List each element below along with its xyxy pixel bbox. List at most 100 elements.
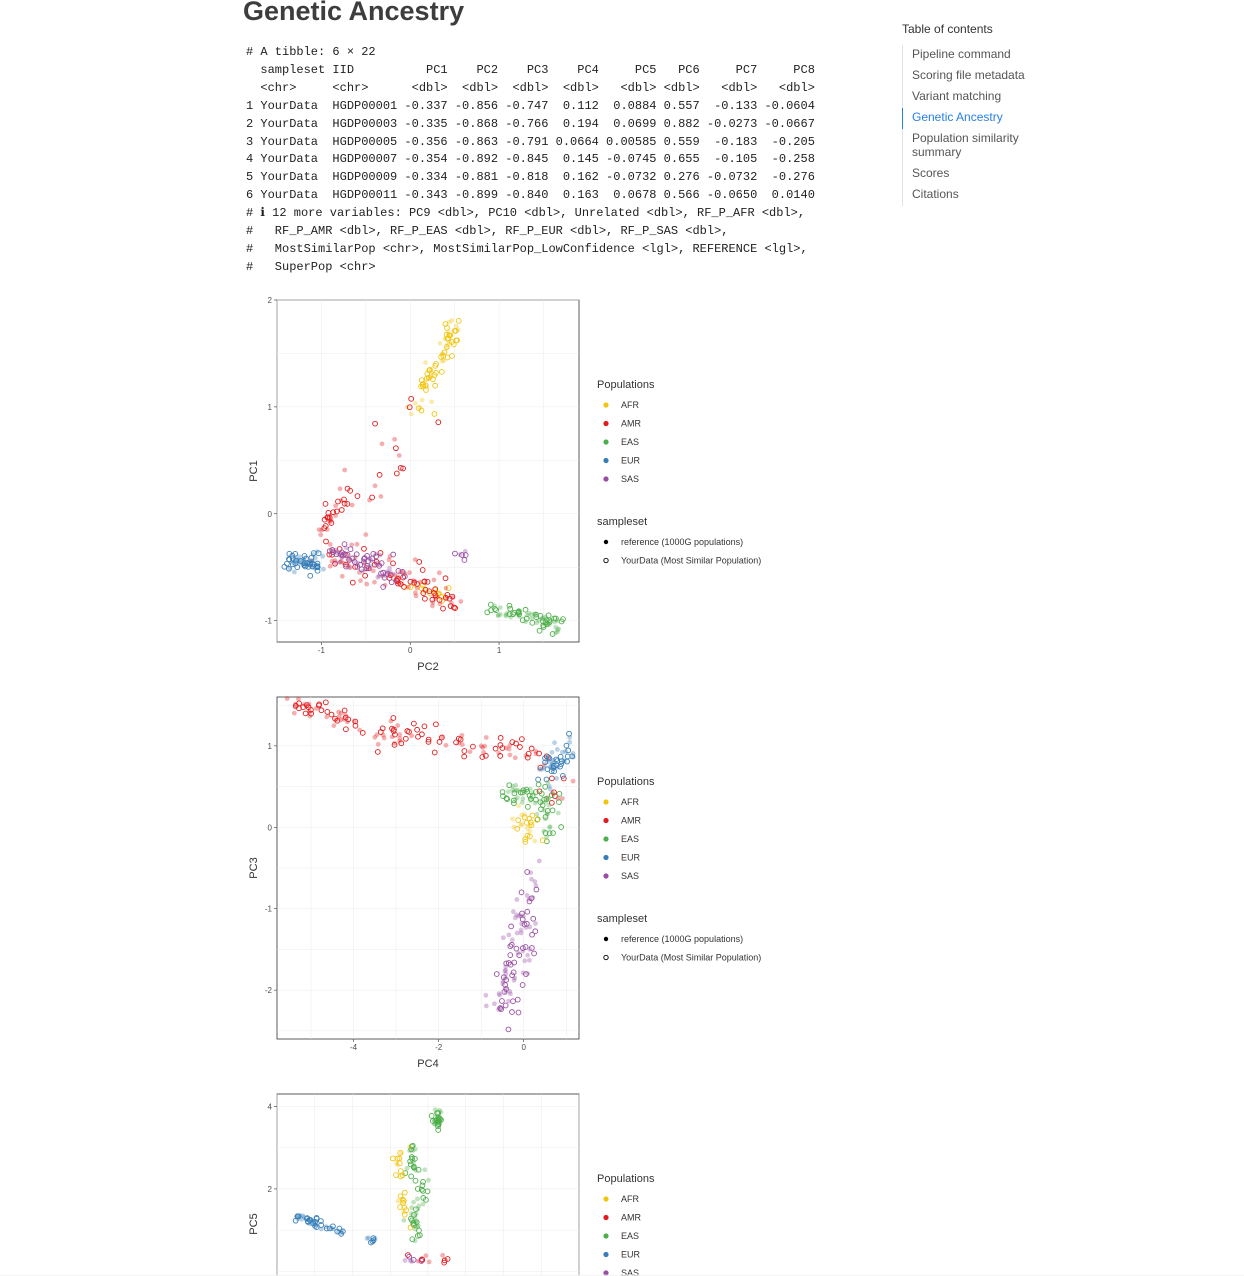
reference-point-amr: [381, 735, 387, 741]
yourdata-point-afr: [418, 383, 424, 390]
yourdata-point-eas: [519, 617, 526, 624]
yourdata-point-eas: [413, 1219, 420, 1225]
yourdata-point-amr: [345, 716, 352, 723]
yourdata-point-amr: [429, 596, 436, 603]
yourdata-point-eas: [511, 800, 517, 807]
reference-point-sas: [506, 998, 511, 1004]
legend-label-eas: EAS: [621, 834, 639, 844]
reference-point-eas: [508, 614, 514, 620]
y-tick-label: 1: [268, 403, 273, 412]
reference-point-afr: [524, 825, 530, 831]
yourdata-point-sas: [507, 943, 514, 950]
legend-label-sas: SAS: [621, 474, 639, 484]
yourdata-point-amr: [330, 509, 337, 516]
tibble-column-types: <chr> <chr> <dbl> <dbl> <dbl> <dbl> <dbl…: [246, 80, 815, 95]
yourdata-point-eas: [492, 606, 498, 612]
yourdata-point-eas: [507, 605, 514, 612]
yourdata-point-eur: [368, 1239, 374, 1246]
toc-item-citations[interactable]: Citations: [912, 187, 959, 201]
reference-point-amr: [467, 749, 473, 755]
toc-item-pipeline-command[interactable]: Pipeline command: [912, 47, 1011, 61]
reference-point-amr: [296, 696, 301, 702]
reference-point-eas: [520, 796, 526, 802]
yourdata-point-amr: [369, 494, 375, 501]
reference-point-sas: [500, 935, 506, 941]
yourdata-point-eas: [408, 1146, 415, 1153]
yourdata-point-amr: [402, 735, 409, 742]
tibble-header-line: # A tibble: 6 × 22: [246, 45, 376, 59]
reference-point-eas: [555, 810, 561, 816]
reference-point-amr: [352, 554, 358, 560]
yourdata-point-eur: [306, 1217, 313, 1223]
tibble-output: # A tibble: 6 × 22 sampleset IID PC1 PC2…: [246, 44, 815, 277]
yourdata-point-eas: [542, 814, 549, 820]
reference-point-sas: [483, 992, 489, 998]
yourdata-point-amr: [415, 733, 421, 740]
pc1-vs-pc2-plot: -1 0 1 -1 0 1 2 PC2 PC1 Populations AFR AMR EAS EUR SA…: [248, 296, 761, 673]
yourdata-point-amr: [322, 501, 329, 507]
yourdata-point-amr: [441, 1259, 448, 1266]
yourdata-point-amr: [457, 736, 464, 743]
toc-item-scores[interactable]: Scores: [912, 166, 950, 180]
yourdata-point-afr: [430, 376, 436, 383]
reference-point-afr: [453, 323, 459, 329]
reference-point-eas: [407, 1148, 413, 1154]
yourdata-point-eur: [295, 1213, 302, 1220]
reference-point-amr: [396, 453, 402, 458]
legend-label-yourdata: YourData (Most Similar Population): [621, 556, 761, 566]
reference-point-amr: [440, 1252, 446, 1258]
reference-point-afr: [395, 1198, 401, 1204]
yourdata-point-eas: [409, 1217, 415, 1224]
reference-point-eur: [294, 559, 300, 565]
yourdata-point-amr: [453, 739, 459, 746]
tibble-row: 3 YourData HGDP00005 -0.356 -0.863 -0.79…: [246, 134, 815, 149]
yourdata-point-afr: [438, 369, 445, 375]
y-tick-label: 0: [268, 510, 273, 519]
toc-item-genetic-ancestry[interactable]: Genetic Ancestry: [902, 108, 1052, 129]
reference-point-amr: [570, 778, 576, 784]
reference-point-eas: [420, 1201, 426, 1207]
tibble-row: 1 YourData HGDP00001 -0.337 -0.856 -0.74…: [246, 98, 815, 113]
yourdata-point-amr: [438, 734, 445, 741]
reference-point-amr: [375, 741, 381, 747]
reference-point-eur: [329, 1226, 335, 1231]
yourdata-point-amr: [341, 707, 348, 714]
reference-point-amr: [448, 600, 454, 606]
yourdata-point-amr: [352, 722, 359, 729]
yourdata-point-afr: [441, 349, 448, 356]
reference-point-sas: [337, 559, 343, 565]
tibble-row: 5 YourData HGDP00009 -0.334 -0.881 -0.81…: [246, 170, 815, 185]
yourdata-point-amr: [328, 711, 335, 718]
reference-point-amr: [354, 541, 360, 547]
yourdata-point-eur: [289, 552, 296, 559]
yourdata-point-amr: [552, 793, 558, 799]
reference-point-eas: [409, 1211, 414, 1216]
reference-point-eas: [553, 624, 559, 630]
legend-swatch-eur: [603, 457, 609, 464]
toc-item-variant-matching[interactable]: Variant matching: [912, 89, 1002, 103]
yourdata-point-sas: [503, 986, 509, 992]
yourdata-point-eas: [542, 830, 549, 836]
yourdata-point-amr: [318, 707, 325, 714]
yourdata-point-eas: [407, 1158, 413, 1165]
toc-item-population-similarity-summary[interactable]: Population similarity summary: [912, 131, 1019, 159]
yourdata-point-amr: [373, 558, 380, 565]
reference-point-sas: [503, 985, 509, 991]
reference-point-eur: [310, 552, 316, 558]
yourdata-point-eas: [536, 627, 543, 634]
reference-point-amr: [318, 532, 324, 538]
reference-point-eur: [547, 786, 553, 792]
toc-item-scoring-file-metadata[interactable]: Scoring file metadata: [912, 68, 1025, 82]
reference-point-afr: [412, 400, 418, 406]
yourdata-point-amr: [513, 740, 519, 747]
yourdata-point-afr: [432, 382, 438, 389]
reference-point-sas: [529, 876, 534, 882]
reference-point-eur: [318, 1226, 324, 1232]
reference-point-eur: [364, 1236, 370, 1241]
yourdata-point-sas: [401, 573, 408, 580]
reference-point-amr: [344, 719, 350, 725]
reference-point-eur: [291, 569, 297, 575]
yourdata-point-afr: [399, 1196, 406, 1203]
reference-point-eas: [410, 1148, 416, 1153]
yourdata-point-eas: [540, 624, 547, 630]
